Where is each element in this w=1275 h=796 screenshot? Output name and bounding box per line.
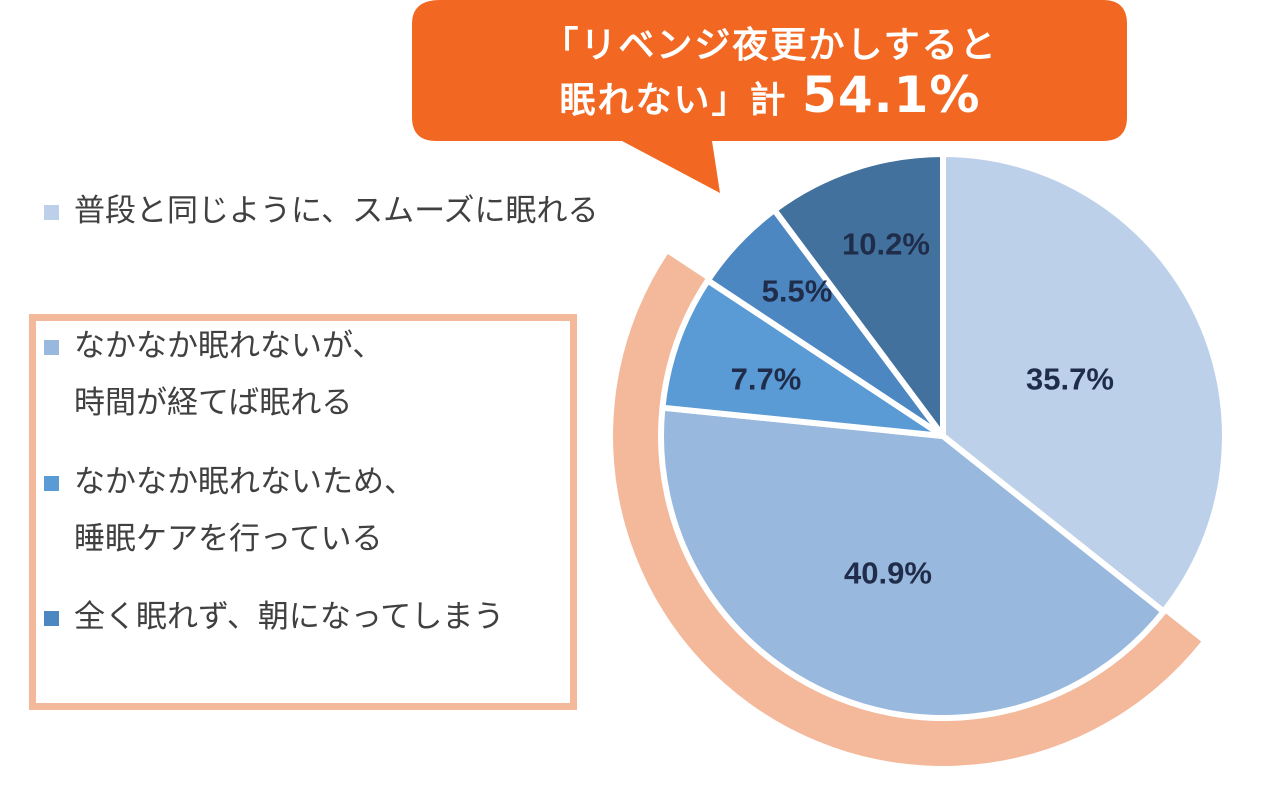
slice-eventually	[658, 404, 1167, 721]
slice-smooth-value-label: 35.7%	[1026, 362, 1114, 397]
slice-labels: 35.7% 40.9% 7.7% 5.5% 10.2%	[731, 227, 1114, 591]
slice-other-value-label: 10.2%	[842, 227, 930, 262]
callout-bubble	[412, 0, 1127, 193]
pie-slices	[658, 151, 1228, 721]
legend-highlight-frame	[29, 314, 577, 710]
slice-other	[771, 151, 946, 439]
legend-label: 全く眠れず、朝になってしまう	[74, 599, 505, 635]
callout-total: 眠れない」計 54.1%	[412, 66, 1128, 124]
callout-total-label: 眠れない」計	[559, 80, 788, 121]
slice-eventually-value-label: 40.9%	[844, 556, 932, 591]
legend-label: 普段と同じように、スムーズに眠れる	[74, 193, 599, 229]
slice-sleep-care-value-label: 7.7%	[731, 362, 802, 397]
slice-no-sleep-value-label: 5.5%	[762, 274, 833, 309]
highlight-ring	[612, 253, 1202, 767]
callout-total-value: 54.1%	[802, 66, 981, 124]
legend-marker	[44, 340, 59, 355]
legend-label-line2: 時間が経てば眠れる	[74, 384, 353, 421]
legend-marker	[44, 205, 59, 220]
legend-label: なかなか眠れないため、	[74, 464, 415, 500]
slice-smooth	[940, 151, 1228, 615]
legend-marker	[44, 611, 59, 626]
legend-label-line2: 睡眠ケアを行っている	[74, 520, 383, 557]
callout-title: 「リベンジ夜更かしすると	[542, 25, 998, 66]
slice-sleep-care	[659, 277, 946, 439]
legend-label: なかなか眠れないが、	[74, 328, 384, 364]
legend-marker	[44, 476, 59, 491]
